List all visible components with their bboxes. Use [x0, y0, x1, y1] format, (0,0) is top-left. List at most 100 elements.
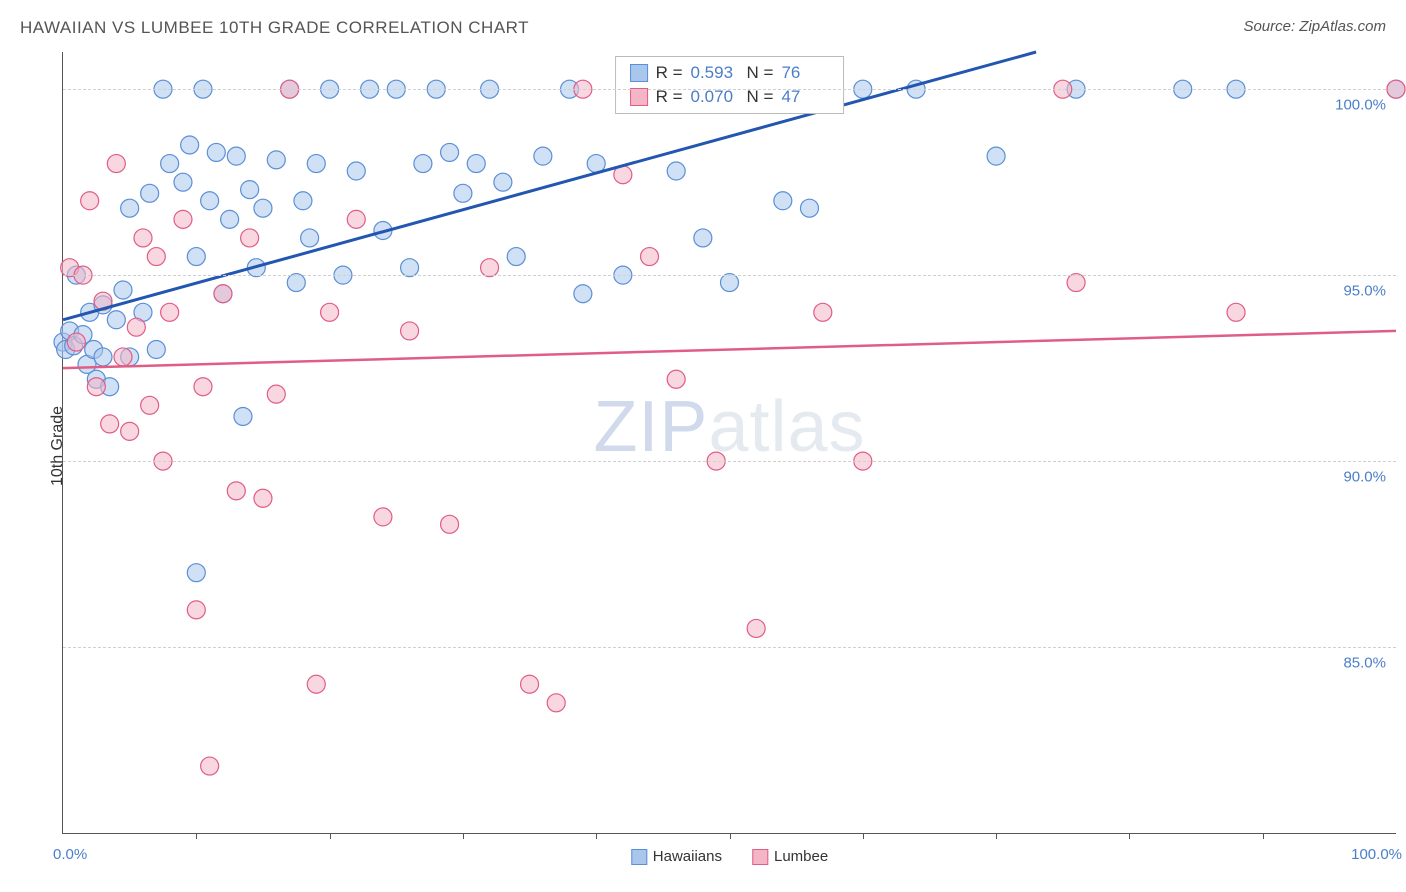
data-point	[87, 378, 105, 396]
data-point	[187, 564, 205, 582]
swatch-icon	[630, 64, 648, 82]
data-point	[201, 192, 219, 210]
plot-area: ZIPatlas R = 0.593 N = 76 R = 0.070 N = …	[62, 52, 1396, 834]
data-point	[401, 259, 419, 277]
data-point	[267, 385, 285, 403]
data-point	[114, 281, 132, 299]
data-point	[307, 155, 325, 173]
data-point	[81, 192, 99, 210]
data-point	[721, 274, 739, 292]
data-point	[301, 229, 319, 247]
data-point	[241, 229, 259, 247]
data-point	[107, 311, 125, 329]
data-point	[1067, 274, 1085, 292]
data-point	[207, 143, 225, 161]
data-point	[141, 396, 159, 414]
legend-label: Lumbee	[774, 848, 828, 865]
y-tick-label: 95.0%	[1343, 283, 1386, 300]
x-tick	[330, 833, 331, 839]
data-point	[221, 210, 239, 228]
stat-r-label: R =	[656, 63, 683, 83]
data-point	[187, 601, 205, 619]
data-point	[441, 515, 459, 533]
data-point	[321, 303, 339, 321]
chart-svg	[63, 52, 1396, 833]
legend-item: Lumbee	[752, 848, 828, 865]
gridline	[63, 275, 1396, 276]
y-tick-label: 100.0%	[1335, 97, 1386, 114]
stat-n-label: N =	[747, 63, 774, 83]
data-point	[234, 407, 252, 425]
x-tick	[1129, 833, 1130, 839]
y-tick-label: 85.0%	[1343, 655, 1386, 672]
data-point	[307, 675, 325, 693]
data-point	[667, 162, 685, 180]
data-point	[747, 619, 765, 637]
data-point	[441, 143, 459, 161]
data-point	[121, 199, 139, 217]
data-point	[454, 184, 472, 202]
data-point	[147, 341, 165, 359]
source-label: Source: ZipAtlas.com	[1243, 18, 1386, 35]
data-point	[267, 151, 285, 169]
stat-n-value: 76	[781, 63, 829, 83]
data-point	[774, 192, 792, 210]
x-axis-min-label: 0.0%	[53, 846, 87, 863]
data-point	[414, 155, 432, 173]
data-point	[194, 378, 212, 396]
data-point	[374, 508, 392, 526]
swatch-icon	[630, 88, 648, 106]
data-point	[134, 229, 152, 247]
swatch-icon	[631, 849, 647, 865]
data-point	[214, 285, 232, 303]
trend-line	[63, 331, 1396, 368]
data-point	[667, 370, 685, 388]
data-point	[201, 757, 219, 775]
swatch-icon	[752, 849, 768, 865]
data-point	[67, 333, 85, 351]
gridline	[63, 89, 1396, 90]
data-point	[114, 348, 132, 366]
data-point	[174, 210, 192, 228]
gridline	[63, 647, 1396, 648]
data-point	[401, 322, 419, 340]
data-point	[241, 181, 259, 199]
data-point	[814, 303, 832, 321]
data-point	[161, 303, 179, 321]
data-point	[127, 318, 145, 336]
data-point	[227, 147, 245, 165]
data-point	[694, 229, 712, 247]
data-point	[534, 147, 552, 165]
gridline	[63, 461, 1396, 462]
data-point	[141, 184, 159, 202]
data-point	[507, 248, 525, 266]
data-point	[641, 248, 659, 266]
data-point	[147, 248, 165, 266]
chart-title: HAWAIIAN VS LUMBEE 10TH GRADE CORRELATIO…	[20, 18, 529, 38]
data-point	[161, 155, 179, 173]
x-axis-max-label: 100.0%	[1351, 846, 1402, 863]
data-point	[107, 155, 125, 173]
data-point	[227, 482, 245, 500]
stat-r-value: 0.593	[691, 63, 739, 83]
y-tick-label: 90.0%	[1343, 469, 1386, 486]
data-point	[574, 285, 592, 303]
legend-item: Hawaiians	[631, 848, 722, 865]
x-tick	[863, 833, 864, 839]
data-point	[94, 348, 112, 366]
data-point	[121, 422, 139, 440]
legend-bottom: Hawaiians Lumbee	[631, 848, 828, 865]
data-point	[481, 259, 499, 277]
stats-legend-box: R = 0.593 N = 76 R = 0.070 N = 47	[615, 56, 845, 114]
data-point	[254, 489, 272, 507]
data-point	[521, 675, 539, 693]
data-point	[287, 274, 305, 292]
data-point	[347, 210, 365, 228]
x-tick	[730, 833, 731, 839]
data-point	[347, 162, 365, 180]
legend-label: Hawaiians	[653, 848, 722, 865]
data-point	[101, 415, 119, 433]
x-tick	[596, 833, 597, 839]
data-point	[174, 173, 192, 191]
stats-legend-row: R = 0.593 N = 76	[630, 61, 830, 85]
